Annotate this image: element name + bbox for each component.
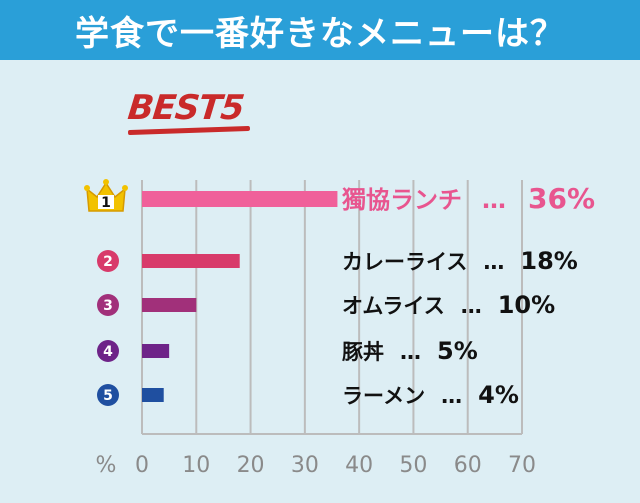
bar-label: カレーライス … 18% xyxy=(342,247,578,275)
rank-badge xyxy=(97,340,119,362)
x-tick-label: 70 xyxy=(508,453,536,478)
crown-number-bg xyxy=(98,195,114,209)
x-tick-label: 50 xyxy=(399,453,427,478)
value-label: 5% xyxy=(437,337,478,365)
x-tick-label: 40 xyxy=(345,453,373,478)
bar xyxy=(142,344,170,358)
x-tick-label: 0 xyxy=(135,453,149,478)
x-tick-label: 10 xyxy=(182,453,210,478)
rank-number: 4 xyxy=(103,344,113,360)
rank-number: 1 xyxy=(101,195,111,211)
title-band: 学食で一番好きなメニューは？ xyxy=(0,0,640,60)
rank-number: 2 xyxy=(103,254,113,270)
category-label: オムライス xyxy=(342,294,445,318)
crown-jewel xyxy=(84,185,90,191)
bar xyxy=(142,254,240,268)
rank-badge xyxy=(97,294,119,316)
category-label: カレーライス xyxy=(342,250,467,274)
category-label: 獨協ランチ xyxy=(341,186,462,214)
rank-badge xyxy=(97,384,119,406)
separator: … xyxy=(461,294,482,318)
rank-badge xyxy=(97,250,119,272)
bar xyxy=(142,388,164,402)
crown-jewel xyxy=(122,185,128,191)
x-tick-label: 60 xyxy=(454,453,482,478)
category-label: ラーメン xyxy=(342,384,425,408)
value-label: 36% xyxy=(528,182,595,215)
value-label: 10% xyxy=(498,291,555,319)
chart-title: 学食で一番好きなメニューは？ xyxy=(75,13,565,54)
x-tick-label: 20 xyxy=(237,453,265,478)
value-label: 4% xyxy=(478,381,519,409)
rank-number: 3 xyxy=(103,298,113,314)
x-tick-label: 30 xyxy=(291,453,319,478)
x-axis-unit-label: % xyxy=(96,453,117,478)
bar-label: 獨協ランチ … 36% xyxy=(341,182,595,215)
separator: … xyxy=(400,340,421,364)
separator: … xyxy=(441,384,462,408)
bar-label: 豚丼 … 5% xyxy=(342,337,478,365)
bar-label: ラーメン … 4% xyxy=(342,381,519,409)
bar xyxy=(142,191,338,207)
bar-label: オムライス … 10% xyxy=(342,291,555,319)
value-label: 18% xyxy=(520,247,577,275)
category-label: 豚丼 xyxy=(342,340,384,364)
rank-number: 5 xyxy=(103,388,113,404)
bar xyxy=(142,298,197,312)
crown-jewel xyxy=(103,179,109,185)
separator: … xyxy=(482,186,506,214)
separator: … xyxy=(483,250,504,274)
